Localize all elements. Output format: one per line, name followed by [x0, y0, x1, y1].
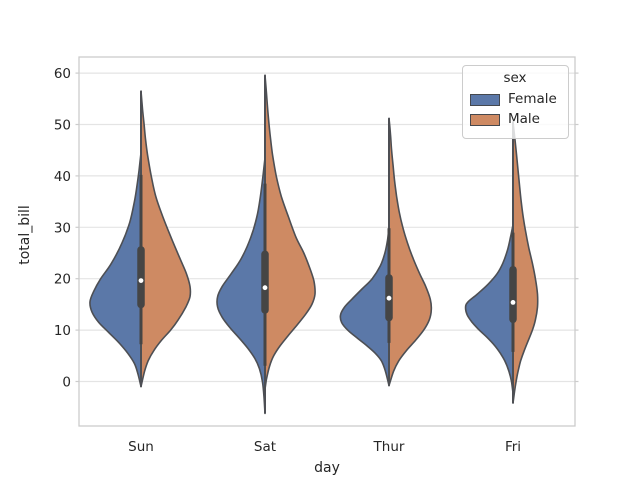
legend-swatch-male [470, 113, 500, 126]
xtick-label-fri: Fri [505, 439, 521, 455]
legend-label-female: Female [508, 91, 557, 107]
ytick-label-30: 30 [54, 220, 71, 236]
violin-half-female-fri [464, 223, 514, 394]
ytick-label-60: 60 [54, 66, 71, 82]
xtick-label-sun: Sun [128, 439, 154, 455]
ytick-label-10: 10 [54, 323, 71, 339]
legend-item-male: Male [470, 111, 560, 128]
ytick-label-40: 40 [54, 169, 71, 185]
ytick-label-20: 20 [54, 272, 71, 288]
xtick-label-thur: Thur [373, 439, 405, 455]
ytick-label-50: 50 [54, 118, 71, 134]
y-axis-label: total_bill [17, 205, 33, 265]
xtick-label-sat: Sat [254, 439, 276, 455]
median-dot-sun [138, 278, 144, 283]
violin-half-male-thur [388, 117, 433, 387]
median-dot-thur [386, 295, 392, 301]
violin-half-female-sun [89, 152, 142, 388]
legend-label-male: Male [508, 111, 540, 127]
violin-half-male-sun [140, 90, 192, 388]
legend: sex Female Male [462, 65, 569, 139]
ytick-label-0: 0 [62, 375, 71, 391]
violin-thur [339, 117, 433, 387]
legend-item-female: Female [470, 91, 560, 108]
violin-sun [89, 90, 192, 388]
legend-swatch-female [470, 93, 500, 106]
median-dot-fri [510, 300, 516, 305]
x-axis-label: day [314, 460, 340, 476]
plot-border [78, 56, 576, 427]
violin-half-male-sat [264, 74, 316, 390]
violin-half-female-thur [339, 226, 390, 387]
median-dot-sat [262, 285, 268, 291]
violin-half-male-fri [512, 121, 539, 404]
violin-sat [216, 74, 316, 415]
violin-fri [464, 121, 539, 404]
legend-title: sex [503, 70, 527, 86]
violin-half-female-sat [216, 157, 266, 415]
violins-layer [89, 74, 539, 415]
